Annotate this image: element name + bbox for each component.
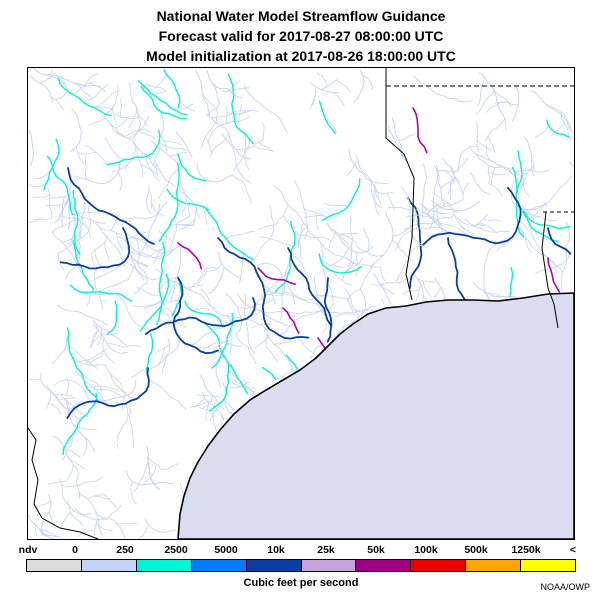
legend-swatch-6 xyxy=(356,560,412,571)
forecast-valid-time: Forecast valid for 2017-08-27 08:00:00 U… xyxy=(158,28,444,44)
legend-label-1: 0 xyxy=(72,544,78,556)
legend-label-5: 10k xyxy=(267,544,285,556)
legend-swatch-9 xyxy=(521,560,576,571)
legend-label-3: 2500 xyxy=(164,544,188,556)
legend-label-10: 1250k xyxy=(511,544,541,556)
legend-label-4: 5000 xyxy=(214,544,238,556)
legend-swatch-7 xyxy=(411,560,467,571)
legend-swatch-2 xyxy=(136,560,192,571)
gulf-of-mexico xyxy=(177,292,574,539)
state-borders xyxy=(28,68,574,539)
legend-swatch-4 xyxy=(246,560,302,571)
legend-swatch-1 xyxy=(81,560,137,571)
legend-label-6: 25k xyxy=(317,544,335,556)
legend-label-2: 250 xyxy=(116,544,134,556)
legend-label-11: < xyxy=(569,544,577,556)
legend-swatch-5 xyxy=(301,560,357,571)
legend-label-9: 500k xyxy=(464,544,488,556)
legend-label-8: 100k xyxy=(414,544,438,556)
map-title: National Water Model Streamflow Guidance xyxy=(156,8,446,24)
legend-labels: ndv 0 250 2500 5000 10k 25k 50k 100k 500k 1250k < xyxy=(0,544,602,558)
river-network xyxy=(28,68,574,539)
map-svg xyxy=(28,68,574,539)
legend-swatch-8 xyxy=(466,560,522,571)
legend-label-0: ndv xyxy=(18,544,38,556)
legend-swatch-0 xyxy=(27,560,82,571)
legend-swatch-3 xyxy=(191,560,247,571)
credit-label: NOAA/OWP xyxy=(540,582,590,592)
streamflow-map[interactable] xyxy=(27,67,575,540)
title-block: National Water Model Streamflow Guidance… xyxy=(0,6,602,66)
legend-label-7: 50k xyxy=(367,544,385,556)
legend-color-bar xyxy=(26,559,576,572)
model-initialization-time: Model initialization at 2017-08-26 18:00… xyxy=(146,48,456,64)
legend-units: Cubic feet per second xyxy=(243,577,359,589)
